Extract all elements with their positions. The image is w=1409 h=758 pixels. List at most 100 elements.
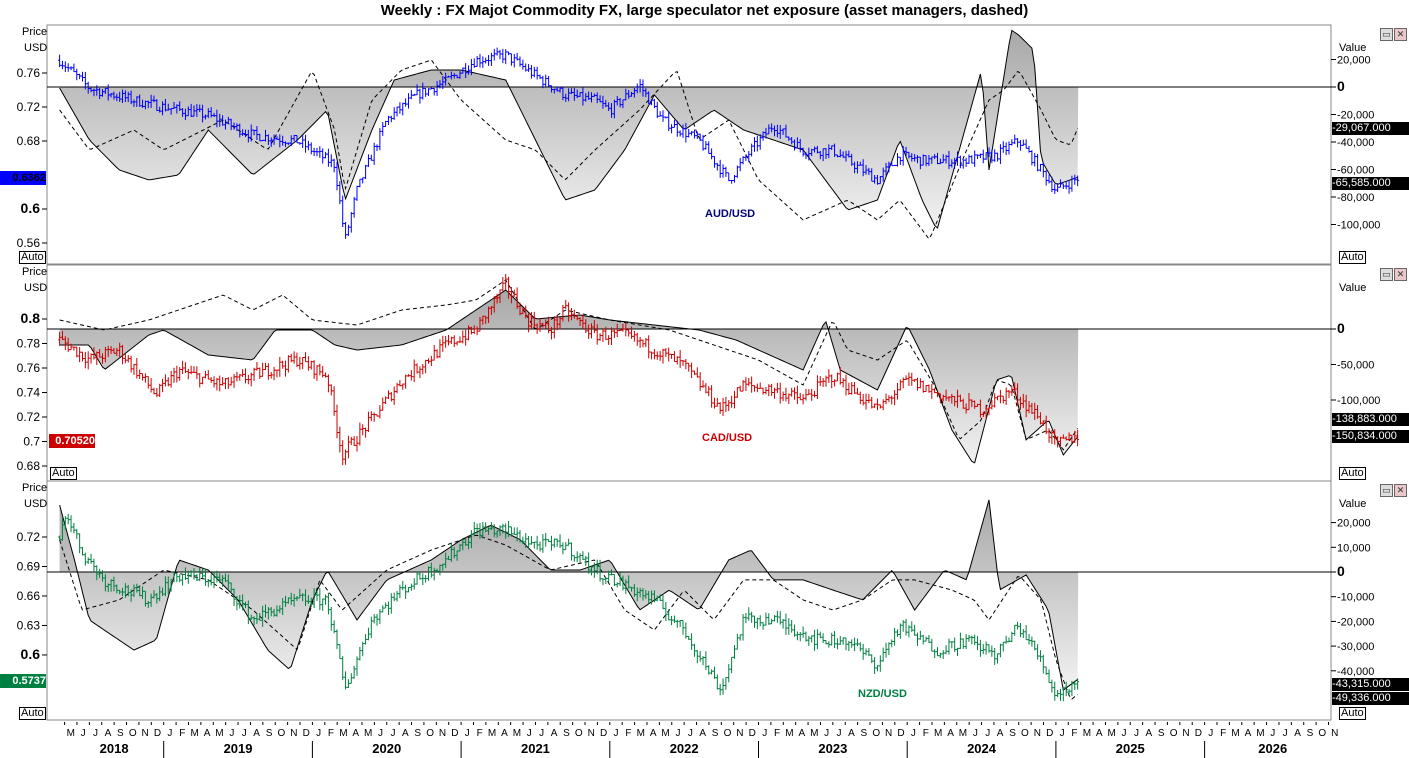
- price-bar: [132, 363, 136, 375]
- price-bar: [761, 622, 765, 630]
- value-tick-label: -40,000: [1337, 666, 1374, 678]
- price-scale-auto-button[interactable]: Auto: [50, 467, 77, 480]
- price-bar: [887, 642, 891, 656]
- price-bar: [1067, 689, 1071, 695]
- price-bar: [378, 405, 382, 419]
- year-label: 2019: [224, 741, 253, 756]
- price-bar: [987, 147, 991, 157]
- month-label: J: [539, 728, 544, 739]
- month-label: A: [352, 728, 359, 739]
- price-bar: [970, 399, 974, 408]
- price-bar: [195, 366, 199, 379]
- price-bar: [364, 164, 368, 180]
- price-bar: [795, 137, 799, 149]
- value-tick-label: -50,000: [1337, 360, 1374, 372]
- value-axis-label: Value: [1339, 42, 1367, 54]
- price-bar: [652, 348, 656, 360]
- price-bar: [489, 522, 493, 530]
- price-bar: [976, 636, 980, 651]
- price-bar: [232, 122, 236, 130]
- price-bar: [924, 636, 928, 642]
- price-bar: [358, 646, 362, 661]
- value-scale-auto-button[interactable]: Auto: [1339, 707, 1366, 720]
- month-label: F: [923, 728, 929, 739]
- price-bar: [364, 427, 368, 438]
- price-bar: [1018, 140, 1022, 151]
- price-tick-label: 0.68: [17, 134, 41, 148]
- value-scale-auto-button[interactable]: Auto: [1339, 467, 1366, 480]
- price-bar: [618, 98, 622, 108]
- price-bar: [198, 104, 202, 112]
- price-bar: [132, 584, 136, 598]
- minimize-panel-button[interactable]: ▭: [1380, 28, 1393, 41]
- price-bar: [821, 633, 825, 644]
- price-bar: [672, 351, 676, 363]
- price-bar: [938, 393, 942, 404]
- price-bar: [890, 639, 894, 648]
- price-bar: [901, 377, 905, 389]
- price-bar: [1001, 641, 1005, 652]
- price-bar: [870, 654, 874, 663]
- price-bar: [249, 614, 253, 620]
- price-bar: [681, 619, 685, 635]
- price-bar: [146, 376, 150, 389]
- close-panel-button[interactable]: ✕: [1394, 28, 1407, 41]
- price-bar: [615, 582, 619, 588]
- price-bar: [163, 576, 167, 597]
- price-bar: [281, 135, 285, 146]
- price-bar: [601, 578, 605, 586]
- price-bar: [155, 387, 159, 398]
- price-bar: [163, 374, 167, 387]
- price-tick-label: 0.56: [17, 236, 41, 250]
- price-bar: [970, 635, 974, 645]
- price-bar: [521, 307, 525, 315]
- price-bar: [309, 597, 313, 607]
- month-label: A: [402, 728, 409, 739]
- minimize-panel-button[interactable]: ▭: [1380, 484, 1393, 497]
- price-scale-auto-button[interactable]: Auto: [19, 251, 46, 264]
- price-bar: [435, 81, 439, 97]
- price-bar: [375, 144, 379, 151]
- price-bar: [793, 624, 797, 637]
- price-bar: [258, 133, 262, 142]
- price-bar: [315, 147, 319, 157]
- price-bar: [78, 347, 82, 363]
- price-tick-label: 0.72: [17, 100, 41, 114]
- price-bar: [441, 76, 445, 89]
- price-bar: [581, 551, 585, 561]
- price-bar: [386, 390, 390, 400]
- price-bar: [1053, 429, 1057, 445]
- price-bar: [584, 319, 588, 334]
- price-bar: [344, 221, 348, 239]
- price-bar: [624, 322, 628, 337]
- price-bar: [847, 150, 851, 158]
- price-bar: [915, 155, 919, 164]
- close-panel-button[interactable]: ✕: [1394, 484, 1407, 497]
- price-scale-auto-button[interactable]: Auto: [19, 707, 46, 720]
- price-bar: [524, 63, 528, 72]
- close-panel-button[interactable]: ✕: [1394, 268, 1407, 281]
- price-bar: [295, 595, 299, 601]
- price-bar: [773, 125, 777, 137]
- price-bar: [544, 532, 548, 547]
- price-bar: [312, 588, 316, 608]
- price-bar: [475, 523, 479, 534]
- month-label: J: [229, 728, 234, 739]
- price-bar: [764, 612, 768, 626]
- month-label: N: [141, 728, 148, 739]
- price-bar: [255, 613, 259, 624]
- price-bar: [844, 374, 848, 396]
- price-bar: [801, 394, 805, 405]
- price-bar: [804, 388, 808, 401]
- price-bar: [833, 630, 837, 649]
- price-bar: [913, 379, 917, 382]
- value-scale-auto-button[interactable]: Auto: [1339, 251, 1366, 264]
- minimize-panel-button[interactable]: ▭: [1380, 268, 1393, 281]
- month-label: J: [911, 728, 916, 739]
- price-bar: [266, 363, 270, 380]
- price-bar: [264, 129, 268, 142]
- price-bar: [667, 111, 671, 132]
- price-bar: [950, 159, 954, 168]
- price-bar: [63, 336, 67, 351]
- price-bar: [418, 366, 422, 379]
